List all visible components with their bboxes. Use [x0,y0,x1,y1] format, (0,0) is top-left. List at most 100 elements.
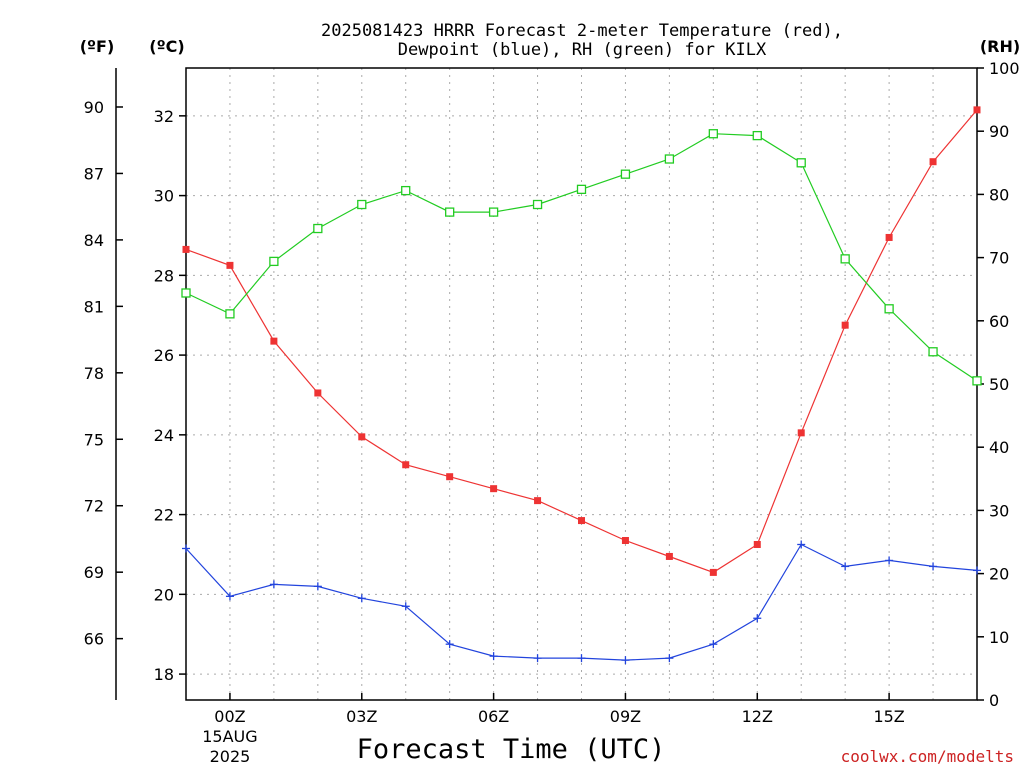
rh-point [576,184,587,194]
chart-title-line-2: Dewpoint (blue), RH (green) for KILX [398,40,767,60]
temperature-point [621,537,629,545]
dewpoint-point [313,582,322,591]
dewpoint-point [621,656,630,665]
rh-point [840,254,850,264]
rh-point [928,347,938,357]
celsius-tick-label: 32 [154,107,174,126]
temperature-point [226,261,234,269]
temperature-point [753,540,761,548]
x-tick-label: 09Z [610,707,641,726]
rh-point [972,376,982,386]
fahrenheit-tick-label: 90 [84,98,104,117]
dewpoint-point [357,594,366,603]
dewpoint-point [225,592,234,601]
temperature-point [534,497,542,505]
rh-point [181,288,191,298]
rh-point [620,169,631,179]
celsius-tick-label: 30 [154,187,174,206]
temperature-point [709,568,717,576]
fahrenheit-tick-label: 84 [84,231,104,250]
temperature-point [885,233,893,241]
celsius-tick-label: 22 [154,506,174,525]
rh-point [269,256,279,267]
x-axis-label: Forecast Time (UTC) [357,734,666,765]
dewpoint-point [753,614,762,623]
x-tick-sublabel: 15AUG [202,727,257,746]
rh-point [313,223,323,234]
chart-title-line-1: 2025081423 HRRR Forecast 2-meter Tempera… [321,21,843,41]
rh-tick-label: 50 [989,375,1009,394]
temperature-point [402,461,410,469]
rh-tick-label: 70 [989,249,1009,268]
rh-point [532,199,543,210]
fahrenheit-tick-label: 66 [84,630,104,649]
x-tick-label: 15Z [873,707,904,726]
rh-point [357,199,367,210]
fahrenheit-unit-label: (ºF) [80,37,115,56]
temperature-point [841,321,849,329]
dewpoint-point [577,654,586,663]
dewpoint-point [841,562,850,571]
rh-tick-label: 40 [989,438,1009,457]
x-tick-label: 12Z [742,707,773,726]
fahrenheit-tick-label: 69 [84,563,104,582]
grid-layer [186,68,977,700]
celsius-unit-label: (ºC) [149,37,184,56]
rh-tick-label: 20 [989,565,1009,584]
rh-point [708,129,718,139]
rh-tick-label: 90 [989,122,1009,141]
fahrenheit-tick-label: 78 [84,364,104,383]
temperature-point [797,429,805,437]
fahrenheit-tick-label: 72 [84,497,104,516]
axes-layer: 18 20 22 24 26 28 30 32 66 69 72 75 78 81 84 87 90 0 10 20 3… [84,59,1020,766]
celsius-tick-label: 26 [154,346,174,365]
celsius-tick-label: 20 [154,585,174,604]
fahrenheit-tick-label: 87 [84,164,104,183]
temperature-point [929,158,937,166]
temperature-point [314,389,322,397]
temperature-point [578,517,585,525]
rh-point [445,207,455,217]
x-tick-label: 03Z [346,707,377,726]
dewpoint-point [665,654,674,663]
x-tick-label: 06Z [478,707,509,726]
temperature-point [973,106,981,114]
temperature-point [446,473,454,481]
temperature-point [270,337,278,345]
rh-point [664,154,675,164]
rh-point [884,304,894,314]
rh-point [225,309,235,319]
celsius-tick-label: 28 [154,266,174,285]
temperature-point [490,485,498,493]
temperature-point [358,433,366,441]
dewpoint-point [445,640,454,649]
credit-text: coolwx.com/modelts [841,747,1014,766]
rh-tick-label: 80 [989,185,1009,204]
rh-point [796,158,806,168]
dewpoint-point [533,654,542,663]
rh-tick-label: 10 [989,628,1009,647]
dewpoint-point [709,640,718,649]
dewpoint-point [929,562,938,571]
series-layer [181,106,982,665]
dewpoint-point [401,602,410,611]
rh-unit-label: (RH) [980,37,1020,56]
temperature-point [665,552,673,560]
rh-point [401,185,411,196]
rh-tick-label: 60 [989,312,1009,331]
dewpoint-point [269,580,278,589]
rh-tick-label: 30 [989,501,1009,520]
dewpoint-point [797,540,806,549]
rh-point [752,130,762,141]
fahrenheit-tick-label: 81 [84,297,104,316]
dewpoint-point [885,556,894,565]
x-tick-label: 00Z [214,707,245,726]
temperature-point [182,245,190,253]
dewpoint-point [182,544,190,553]
rh-tick-label: 100 [989,59,1020,78]
celsius-tick-label: 24 [154,426,174,445]
dewpoint-point [489,652,498,661]
celsius-tick-label: 18 [154,665,174,684]
rh-tick-label: 0 [989,691,999,710]
